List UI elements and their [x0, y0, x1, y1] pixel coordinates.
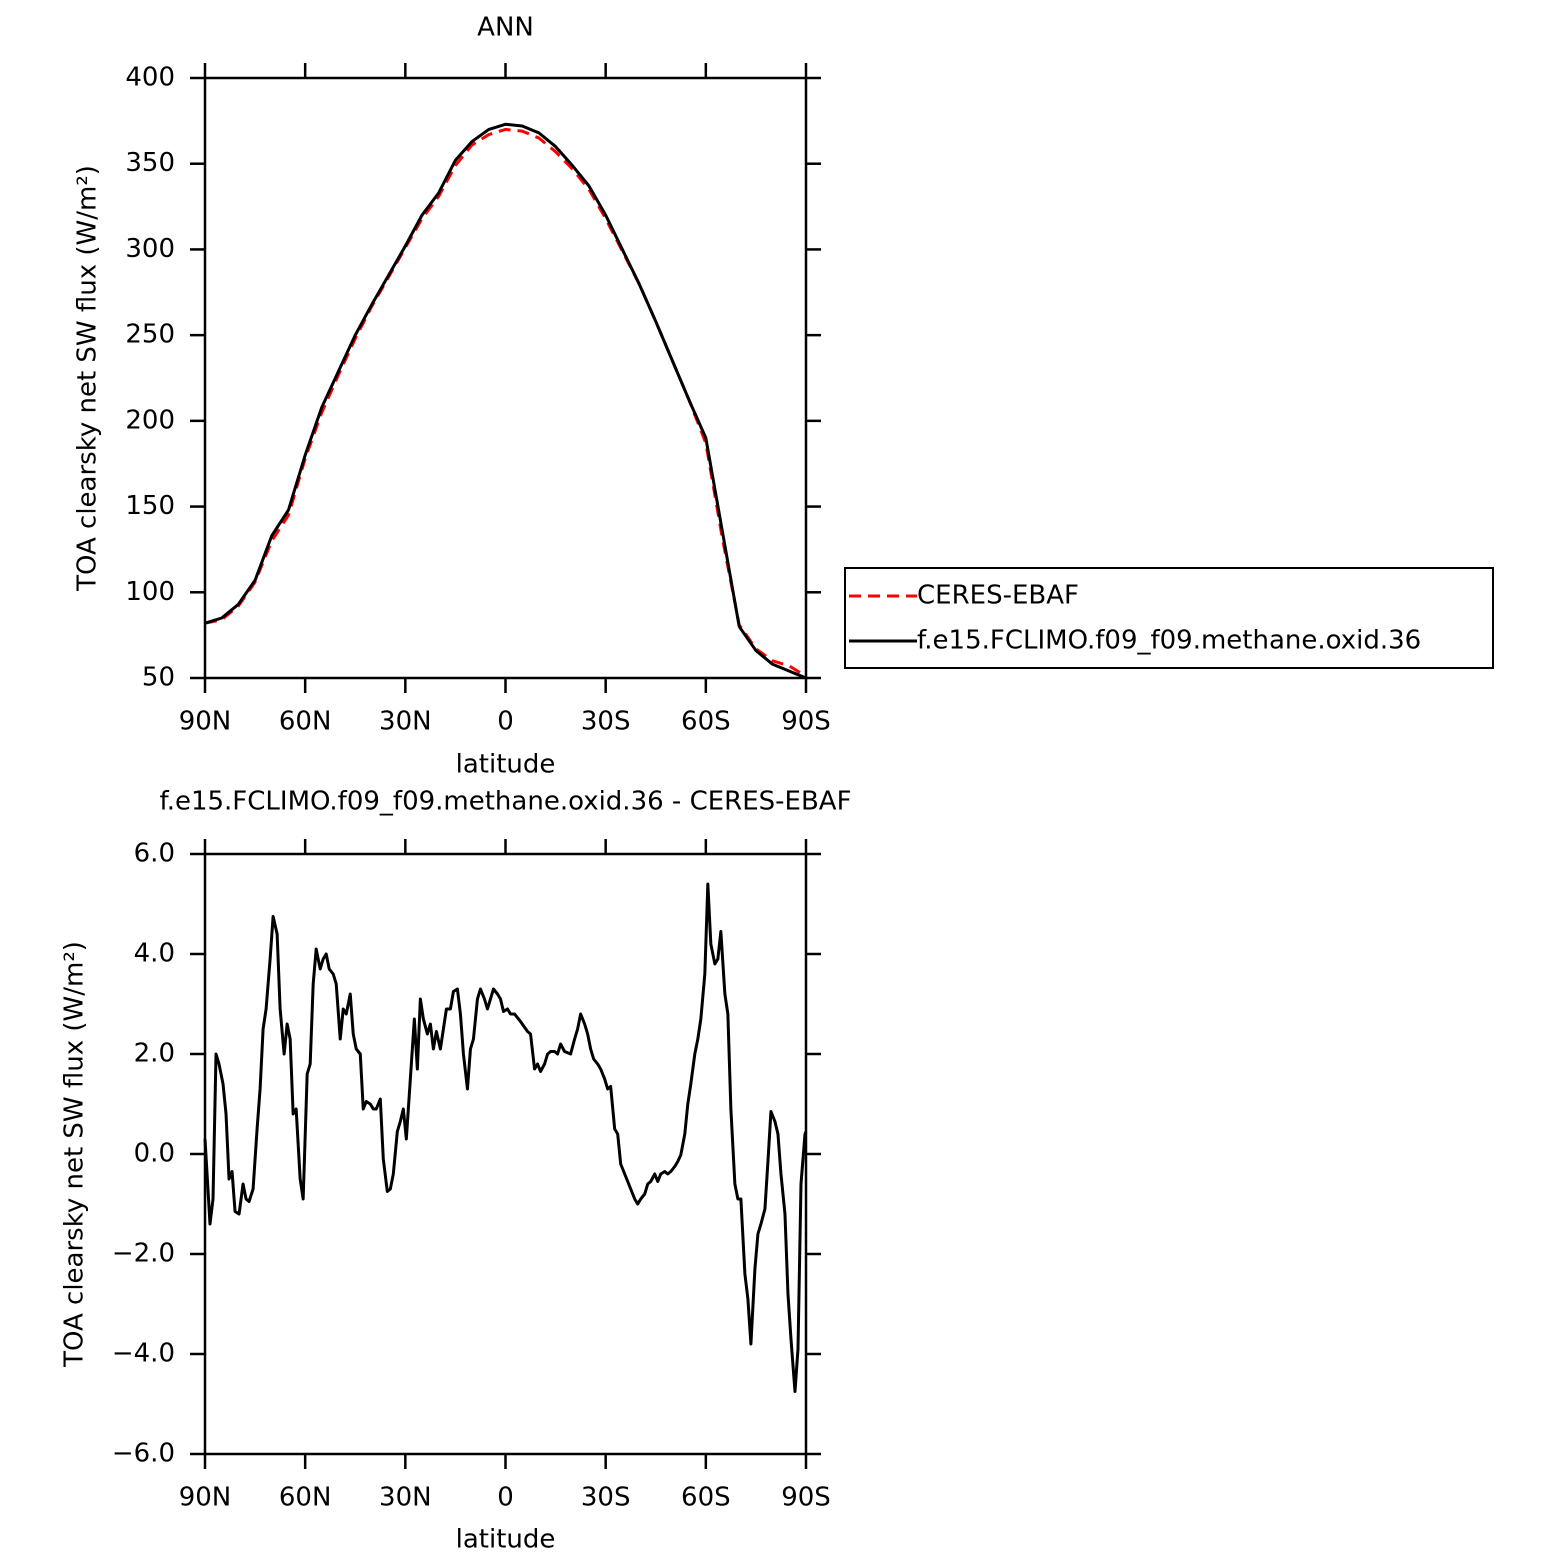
y-tick-label: 400: [125, 63, 175, 93]
y-tick-label: −2.0: [112, 1239, 175, 1269]
chart-title: ANN: [477, 13, 534, 43]
y-tick-label: 100: [125, 577, 175, 607]
x-tick-label: 30N: [379, 707, 432, 737]
y-tick-label: 50: [142, 663, 175, 693]
x-tick-label: 30N: [379, 1483, 432, 1513]
y-tick-label: 250: [125, 320, 175, 350]
legend-label: CERES-EBAF: [917, 581, 1079, 611]
x-tick-label: 90N: [179, 707, 232, 737]
legend-box: [844, 567, 1494, 669]
x-tick-label: 60S: [681, 707, 731, 737]
y-axis-label: TOA clearsky net SW flux (W/m²): [60, 941, 90, 1368]
data-line: [203, 882, 808, 1393]
x-tick-label: 30S: [581, 707, 631, 737]
x-tick-label: 60N: [279, 1483, 332, 1513]
chart-title: f.e15.FCLIMO.f09_f09.methane.oxid.36 - C…: [159, 787, 851, 817]
x-axis-label: latitude: [456, 750, 556, 780]
plot-frame: [203, 76, 808, 680]
x-tick-label: 90N: [179, 1483, 232, 1513]
plot-frame: [203, 852, 808, 1456]
y-tick-label: 300: [125, 234, 175, 264]
y-tick-label: 2.0: [134, 1039, 175, 1069]
x-tick-label: 0: [497, 707, 514, 737]
y-axis-label: TOA clearsky net SW flux (W/m²): [73, 165, 103, 592]
legend-label: f.e15.FCLIMO.f09_f09.methane.oxid.36: [917, 626, 1421, 656]
y-tick-label: 4.0: [134, 939, 175, 969]
y-tick-label: −4.0: [112, 1339, 175, 1369]
y-tick-label: 6.0: [134, 839, 175, 869]
x-tick-label: 30S: [581, 1483, 631, 1513]
x-tick-label: 60S: [681, 1483, 731, 1513]
x-tick-label: 90S: [781, 1483, 831, 1513]
data-line: [204, 127, 807, 678]
y-tick-label: 200: [125, 405, 175, 435]
x-tick-label: 60N: [279, 707, 332, 737]
y-tick-label: 0.0: [134, 1139, 175, 1169]
x-tick-label: 0: [497, 1483, 514, 1513]
x-axis-label: latitude: [456, 1525, 556, 1555]
y-tick-label: −6.0: [112, 1439, 175, 1469]
data-line: [204, 122, 807, 680]
y-tick-label: 350: [125, 148, 175, 178]
x-tick-label: 90S: [781, 707, 831, 737]
y-tick-label: 150: [125, 491, 175, 521]
